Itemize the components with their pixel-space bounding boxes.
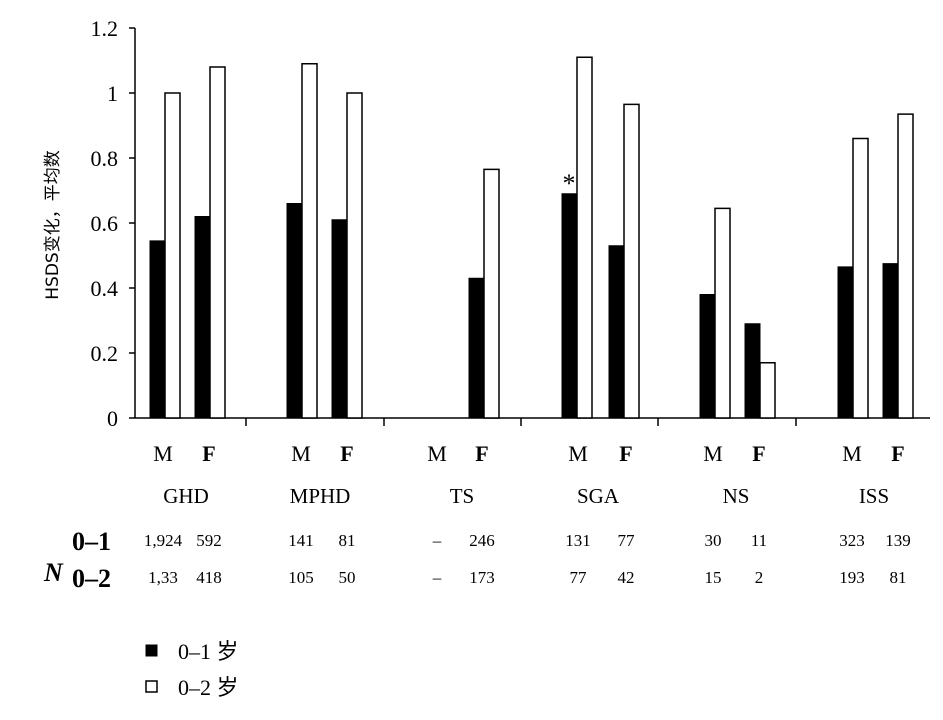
bar-iss-m-0-1	[837, 266, 854, 419]
n-value-0-2: 15	[705, 568, 722, 587]
n-value-0-2: 1,33	[148, 568, 178, 587]
x-sex-label: F	[475, 441, 488, 466]
bar-ghd-f-0-1	[194, 216, 211, 419]
n-value-0-1: 11	[751, 531, 767, 550]
n-value-0-1: 246	[469, 531, 495, 550]
bar-sga-f-0-1	[608, 245, 625, 419]
n-table-title: N	[43, 558, 64, 587]
bars: *	[149, 56, 914, 419]
n-value-0-2: 2	[755, 568, 764, 587]
n-value-0-2: 193	[839, 568, 865, 587]
annotation-asterisk: *	[563, 169, 576, 198]
x-group-label: NS	[723, 484, 750, 508]
bar-mphd-m-0-1	[286, 203, 303, 419]
bar-ts-f-0-1	[468, 277, 485, 419]
x-sex-label: F	[619, 441, 632, 466]
x-sex-label: F	[891, 441, 904, 466]
n-row-label-0-2: 0–2	[72, 564, 111, 593]
n-table: 1,924 1,33 592 418 141 105 81 50 – – 246 173 131 77 77…	[43, 527, 911, 593]
x-group-label: GHD	[163, 484, 209, 508]
n-value-0-1: 592	[196, 531, 222, 550]
x-sex-label: F	[752, 441, 765, 466]
n-value-0-2: 77	[570, 568, 588, 587]
bar-ns-m-0-2	[714, 207, 731, 419]
bar-sga-f-0-2	[623, 103, 640, 419]
legend-swatch-0-1	[145, 644, 158, 657]
y-axis-label: HSDS变化，平均数	[43, 150, 63, 299]
bar-iss-f-0-1	[882, 263, 899, 419]
bar-iss-m-0-2	[852, 137, 869, 419]
bar-ns-f-0-1	[744, 323, 761, 419]
bar-sga-m-0-2	[576, 56, 593, 419]
n-value-0-2: 173	[469, 568, 495, 587]
legend: 0–1 岁 0–2 岁	[145, 639, 239, 700]
n-value-0-2: 105	[288, 568, 314, 587]
y-tick-label: 0	[107, 406, 118, 431]
y-tick-label: 1.2	[91, 16, 119, 41]
n-value-0-2: 418	[196, 568, 222, 587]
n-value-0-1: 81	[339, 531, 356, 550]
n-value-0-1: 141	[288, 531, 314, 550]
x-sex-label: M	[703, 441, 723, 466]
y-tick-label: 0.2	[91, 341, 119, 366]
x-sex-label: M	[427, 441, 447, 466]
bar-ghd-m-0-2	[164, 92, 181, 419]
bar-mphd-m-0-2	[301, 63, 318, 419]
x-sex-label: F	[202, 441, 215, 466]
n-value-0-2: –	[432, 568, 442, 587]
x-sex-label: F	[340, 441, 353, 466]
n-value-0-1: –	[432, 531, 442, 550]
bar-ghd-f-0-2	[209, 66, 226, 419]
n-value-0-2: 42	[618, 568, 635, 587]
n-row-label-0-1: 0–1	[72, 527, 111, 556]
n-value-0-1: 1,924	[144, 531, 183, 550]
x-group-label: SGA	[577, 484, 620, 508]
n-value-0-1: 77	[618, 531, 636, 550]
n-value-0-2: 50	[339, 568, 356, 587]
bar-ns-f-0-2	[759, 362, 776, 419]
x-sex-label: M	[153, 441, 173, 466]
legend-label-0-1: 0–1 岁	[178, 639, 239, 664]
x-sex-label: M	[291, 441, 311, 466]
x-group-label: ISS	[859, 484, 889, 508]
x-group-label: TS	[450, 484, 475, 508]
y-tick-label: 0.8	[91, 146, 119, 171]
n-value-0-1: 30	[705, 531, 722, 550]
x-group-label: MPHD	[290, 484, 351, 508]
n-value-0-1: 139	[885, 531, 911, 550]
bar-ts-f-0-2	[483, 168, 500, 419]
bar-mphd-f-0-1	[331, 219, 348, 419]
n-value-0-2: 81	[890, 568, 907, 587]
n-value-0-1: 323	[839, 531, 865, 550]
legend-swatch-0-2	[145, 680, 158, 693]
y-tick-label: 0.4	[91, 276, 119, 301]
legend-label-0-2: 0–2 岁	[178, 675, 239, 700]
y-ticks: 0 0.2 0.4 0.6 0.8 1 1.2	[91, 16, 135, 431]
bar-iss-f-0-2	[897, 113, 914, 419]
y-tick-label: 1	[107, 81, 118, 106]
y-tick-label: 0.6	[91, 211, 119, 236]
bar-ghd-m-0-1	[149, 240, 166, 419]
x-sex-label: M	[568, 441, 588, 466]
x-ticks	[245, 418, 797, 426]
bar-mphd-f-0-2	[346, 92, 363, 419]
n-value-0-1: 131	[565, 531, 591, 550]
x-sex-label: M	[842, 441, 862, 466]
bar-sga-m-0-1	[561, 193, 578, 419]
bar-ns-m-0-1	[699, 294, 716, 419]
